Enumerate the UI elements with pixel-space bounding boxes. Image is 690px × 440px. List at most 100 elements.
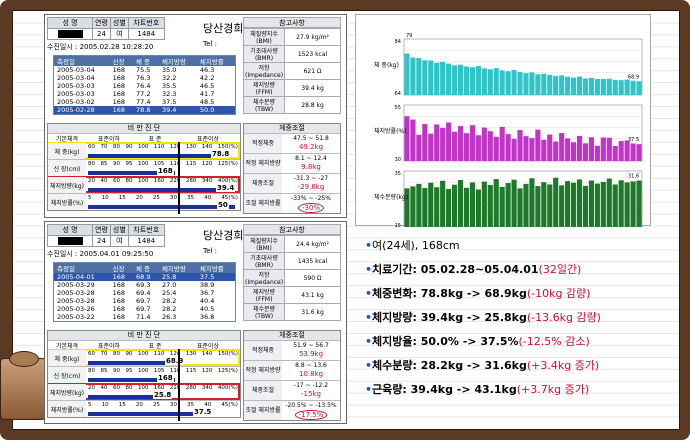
reference-value: 31.6 kg xyxy=(284,303,341,321)
history-cell: 2005-03-28 xyxy=(57,297,95,305)
graph-bar xyxy=(571,77,577,95)
graph-bar xyxy=(410,57,416,95)
graph-bar xyxy=(452,131,458,161)
diagnosis-value: 39.4 xyxy=(216,184,236,192)
history-header[interactable]: 측정일 xyxy=(53,55,110,66)
col-age: 연령 xyxy=(92,17,111,29)
visit-datetime: 수진일시 : 2005.04.01 09:25:50 xyxy=(47,250,154,258)
summary-note: •체수분량: 28.2kg -> 31.6kg(+3.4kg 증가) xyxy=(365,354,660,378)
history-header[interactable]: 체 중 xyxy=(132,262,159,273)
graph-bar xyxy=(612,145,618,161)
history-cell: 2005-03-03 xyxy=(57,82,95,90)
graph-bar xyxy=(636,180,642,227)
history-cell: 2005-03-04 xyxy=(57,66,95,74)
history-row[interactable]: 2005-03-03 168 77.2 32.3 41.7 xyxy=(54,90,236,98)
history-header[interactable]: 체지방량 xyxy=(158,262,197,273)
scale-tick: 45(%) xyxy=(221,195,238,201)
graph-bar xyxy=(571,182,577,227)
scale-tick: 220 xyxy=(169,385,181,391)
adjustment-target: 49.2kg xyxy=(298,143,324,151)
adjustment-label: 체중조절 xyxy=(244,381,282,400)
history-row[interactable]: 2005-03-26 168 69.7 28.2 40.5 xyxy=(54,305,236,313)
grade-header: 기본체격 표준이하 표 준 표준이상 xyxy=(48,133,240,143)
graph-bar xyxy=(487,69,493,95)
graph-bar xyxy=(541,182,547,227)
history-cell: 75.5 xyxy=(135,66,151,74)
reference-label: 제지방량 (FFM) xyxy=(242,79,286,97)
graph-bar xyxy=(469,125,475,161)
graph-bar xyxy=(487,185,493,227)
history-row[interactable]: 2005-04-01 168 68.9 25.8 37.5 xyxy=(53,273,236,281)
history-header[interactable]: 체지방률 xyxy=(196,55,236,66)
graph-bar xyxy=(428,60,434,95)
history-row[interactable]: 2005-02-28 168 78.8 39.4 50.0 xyxy=(53,106,236,115)
history-cell: 42.2 xyxy=(199,74,215,82)
history-cell: 168 xyxy=(112,297,126,305)
history-row[interactable]: 2005-03-04 168 75.5 35.0 46.3 xyxy=(54,66,236,74)
history-header[interactable]: 체지방률 xyxy=(196,262,236,273)
graph-bar xyxy=(576,135,583,161)
history-header[interactable]: 체 중 xyxy=(132,55,159,66)
scale-tick: 105 xyxy=(153,368,165,374)
measurement-history-list[interactable]: 측정일 신장 체 중 체지방량 체지방률 2005-04-01 168 68.9 25.8 37.… xyxy=(53,262,236,322)
measurement-history-list[interactable]: 측정일 신장 체 중 체지방량 체지방률 2005-03-04 168 75.5 35.0 46.… xyxy=(53,55,236,115)
bullet-icon: • xyxy=(365,335,373,348)
graph-bar xyxy=(416,134,422,161)
standard-divider xyxy=(178,349,180,421)
graph-bar xyxy=(582,185,589,227)
graph-bar xyxy=(446,63,452,95)
history-cell: 78.8 xyxy=(132,106,159,115)
graph-bar xyxy=(404,53,410,95)
note-highlight: (-13.6kg 감량) xyxy=(526,311,601,324)
graph-bar xyxy=(630,181,636,227)
history-row[interactable]: 2005-03-29 168 69.3 27.0 38.9 xyxy=(54,281,236,289)
history-header[interactable]: 신장 xyxy=(109,262,133,273)
scale-tick: 80 xyxy=(88,161,95,167)
summary-note: •여(24세), 168cm xyxy=(365,234,660,258)
scale-tick: 90 xyxy=(112,368,120,374)
graph-bar xyxy=(588,77,594,95)
adjustment-value: 8.1 ~ 12.4 9.8kg xyxy=(282,154,340,173)
scale-tick: 30 xyxy=(170,402,178,408)
diagnosis-row-label: 신 장(cm) xyxy=(48,160,86,176)
graph-bar xyxy=(505,71,511,95)
history-row[interactable]: 2005-03-28 168 69.4 25.4 36.7 xyxy=(54,289,236,297)
scale-tick: 100 xyxy=(137,161,149,167)
history-cell: 71.4 xyxy=(135,313,151,321)
history-row[interactable]: 2005-03-02 168 77.4 37.5 48.5 xyxy=(54,98,236,106)
history-header[interactable]: 체지방량 xyxy=(158,55,197,66)
history-cell: 2005-04-01 xyxy=(53,273,110,281)
history-cell: 168 xyxy=(112,82,126,90)
graph-bar xyxy=(606,78,612,95)
history-header[interactable]: 측정일 xyxy=(53,262,110,273)
history-row[interactable]: 2005-03-22 168 71.4 26.3 36.8 xyxy=(54,313,236,322)
graph-bar xyxy=(600,137,606,161)
progress-graph-svg: 체 중(kg) 64 84 68.9 79 체지방률(%) 30 55 37.5 체수분량(kg)… xyxy=(374,33,643,229)
scale-tick: 105 xyxy=(153,161,165,167)
history-row[interactable]: 2005-03-03 168 76.4 35.5 46.5 xyxy=(54,82,236,90)
history-row[interactable]: 2005-03-04 168 76.3 32.2 42.2 xyxy=(54,74,236,82)
history-header[interactable]: 신장 xyxy=(109,55,133,66)
graph-bar xyxy=(493,136,499,161)
chart-number-value: 1484 xyxy=(127,235,165,247)
graph-bar xyxy=(469,182,475,227)
graph-bar xyxy=(440,180,446,227)
adjustment-range: -33% ~ -25% xyxy=(291,195,331,202)
history-cell: 40.4 xyxy=(199,297,215,305)
note-text: 치료기간: 05.02.28~05.04.01 xyxy=(372,263,539,276)
graph-bar xyxy=(523,73,529,95)
patient-info-table: 성 명 연령 성별 차트번호 24 여 1484 xyxy=(47,224,165,247)
graph-bar xyxy=(481,181,487,227)
graph-bar xyxy=(440,127,446,161)
note-highlight: (-12.5% 감소) xyxy=(518,335,590,348)
history-cell: 168 xyxy=(109,106,133,115)
note-text: 여(24세), 168cm xyxy=(372,239,460,252)
history-row[interactable]: 2005-03-28 168 69.7 28.2 40.4 xyxy=(54,297,236,305)
scale-tick: 35 xyxy=(187,195,195,201)
history-cell: 50.0 xyxy=(196,106,236,115)
graph-bar xyxy=(452,184,458,227)
graph-bar xyxy=(463,187,470,227)
history-cell: 39.4 xyxy=(158,106,197,115)
graph-bar xyxy=(553,141,559,161)
diagnosis-value: 50 xyxy=(217,201,229,209)
